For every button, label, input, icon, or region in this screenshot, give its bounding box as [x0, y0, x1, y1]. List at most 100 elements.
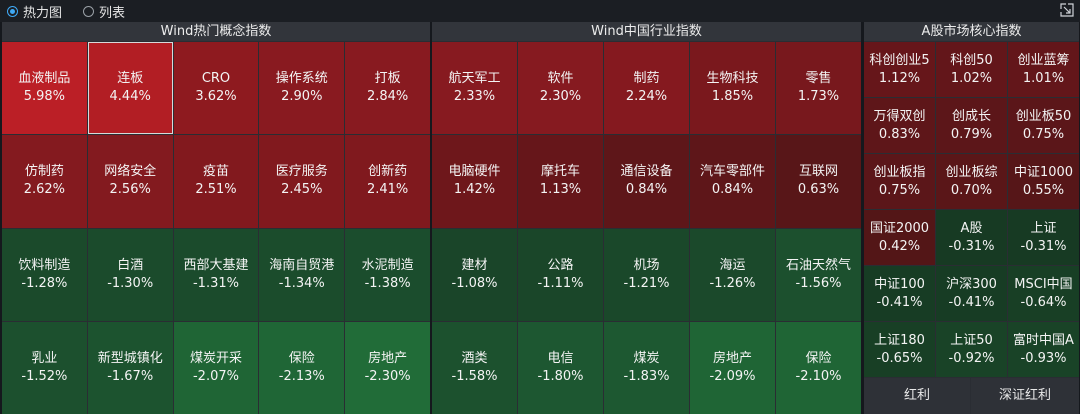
tile-name: 航天军工: [448, 71, 501, 87]
tile-change: -2.13%: [278, 368, 325, 384]
heatmap-tile[interactable]: 仿制药 2.62%: [2, 135, 87, 228]
panel-title: Wind中国行业指数: [432, 22, 861, 42]
tile-name: 保险: [805, 350, 832, 366]
heatmap-tile[interactable]: 创业板指 0.75%: [864, 154, 935, 209]
heatmap-tile[interactable]: 网络安全 2.56%: [87, 135, 173, 228]
heatmap-tile[interactable]: 互联网 0.63%: [776, 135, 861, 228]
heatmap-tile[interactable]: 富时中国A -0.93%: [1008, 322, 1079, 377]
tile-change: 0.75%: [878, 182, 921, 198]
heatmap-tile[interactable]: 红利: [864, 378, 970, 414]
heatmap-tile[interactable]: 房地产 -2.30%: [345, 321, 430, 414]
heatmap-tile[interactable]: 酒类 -1.58%: [432, 321, 517, 414]
heatmap-tile[interactable]: 操作系统 2.90%: [259, 42, 345, 135]
tile-name: 生物科技: [706, 71, 759, 87]
tile-change: -0.92%: [948, 350, 995, 366]
tile-name: 沪深300: [946, 276, 997, 292]
tile-change: -1.83%: [623, 368, 670, 384]
heatmap-tile[interactable]: 电信 -1.80%: [518, 321, 603, 414]
tile-name: 软件: [547, 71, 574, 87]
tile-change: 2.41%: [366, 182, 409, 198]
tile-name: 万得双创: [873, 108, 926, 124]
heatmap-tile[interactable]: 上证180 -0.65%: [864, 322, 935, 377]
heatmap-radio[interactable]: [7, 5, 18, 17]
tile-change: 3.62%: [195, 89, 237, 105]
tile-name: 富时中国A: [1013, 332, 1074, 348]
heatmap-tile[interactable]: 上证50 -0.92%: [936, 322, 1007, 377]
heatmap-tile[interactable]: 电脑硬件 1.42%: [432, 135, 517, 228]
heatmap-tile[interactable]: 新型城镇化 -1.67%: [87, 321, 173, 414]
tile-change: 4.44%: [109, 89, 151, 105]
heatmap-view-option[interactable]: 热力图: [7, 3, 62, 21]
tile-change: -1.58%: [451, 368, 498, 384]
heatmap-tile[interactable]: 疫苗 2.51%: [173, 135, 259, 228]
list-radio[interactable]: [83, 5, 94, 17]
tile-name: 房地产: [368, 350, 408, 366]
heatmap-tile[interactable]: 软件 2.30%: [518, 42, 603, 135]
heatmap-tile[interactable]: 汽车零部件 0.84%: [690, 135, 775, 228]
heatmap-tile[interactable]: 机场 -1.21%: [604, 228, 689, 321]
heatmap-tile[interactable]: 制药 2.24%: [604, 42, 689, 135]
heatmap-tile[interactable]: 摩托车 1.13%: [518, 135, 603, 228]
heatmap-tile[interactable]: 生物科技 1.85%: [690, 42, 775, 135]
heatmap-tile[interactable]: 创业板50 0.75%: [1008, 98, 1079, 153]
heatmap-tile[interactable]: 保险 -2.13%: [259, 321, 345, 414]
heatmap-tile[interactable]: 乳业 -1.52%: [2, 321, 87, 414]
heatmap-tile[interactable]: 深证红利: [971, 378, 1079, 414]
tile-change: -1.26%: [709, 275, 756, 291]
heatmap-tile[interactable]: 上证 -0.31%: [1008, 210, 1079, 265]
heatmap-tile[interactable]: 煤炭 -1.83%: [604, 321, 689, 414]
tile-change: -2.30%: [364, 368, 411, 384]
heatmap-tile[interactable]: 饮料制造 -1.28%: [2, 228, 87, 321]
tile-change: 0.79%: [950, 126, 993, 142]
heatmap-tile[interactable]: 西部大基建 -1.31%: [173, 228, 259, 321]
heatmap-tile[interactable]: 创业板综 0.70%: [936, 154, 1007, 209]
tile-name: 西部大基建: [183, 257, 249, 273]
tile-name: 上证: [1030, 220, 1057, 236]
heatmap-tile[interactable]: 血液制品 5.98%: [2, 42, 87, 135]
heatmap-tile[interactable]: 科创50 1.02%: [936, 42, 1007, 97]
a-share-core-index-panel: A股市场核心指数 科创创业5 1.12% 科创50 1.02% 创业蓝筹 1.01% 万得双…: [864, 22, 1079, 414]
heatmap-tile[interactable]: MSCI中国 -0.64%: [1008, 266, 1079, 321]
heatmap-tile[interactable]: 医疗服务 2.45%: [259, 135, 345, 228]
heatmap-tile[interactable]: 打板 2.84%: [345, 42, 430, 135]
heatmap-tile[interactable]: 石油天然气 -1.56%: [776, 228, 861, 321]
heatmap-tile[interactable]: 海运 -1.26%: [690, 228, 775, 321]
export-icon[interactable]: [1060, 3, 1074, 17]
tile-change: -1.38%: [364, 275, 411, 291]
tile-change: 2.51%: [195, 182, 237, 198]
tile-change: -2.09%: [709, 368, 756, 384]
heatmap-tile[interactable]: 中证100 -0.41%: [864, 266, 935, 321]
heatmap-tile[interactable]: 国证2000 0.42%: [864, 210, 935, 265]
tile-name: CRO: [201, 71, 231, 87]
tile-change: 1.01%: [1022, 70, 1065, 86]
heatmap-tile[interactable]: 创新药 2.41%: [345, 135, 430, 228]
tile-change: -1.08%: [451, 275, 498, 291]
heatmap-tile[interactable]: 沪深300 -0.41%: [936, 266, 1007, 321]
heatmap-tile[interactable]: 通信设备 0.84%: [604, 135, 689, 228]
heatmap-tile[interactable]: 创业蓝筹 1.01%: [1008, 42, 1079, 97]
heatmap-tile[interactable]: 连板 4.44%: [87, 42, 173, 135]
heatmap-tile[interactable]: A股 -0.31%: [936, 210, 1007, 265]
heatmap-tile[interactable]: 海南自贸港 -1.34%: [259, 228, 345, 321]
tile-change: -0.31%: [948, 238, 995, 254]
heatmap-tile[interactable]: 保险 -2.10%: [776, 321, 861, 414]
heatmap-tile[interactable]: 房地产 -2.09%: [690, 321, 775, 414]
list-view-option[interactable]: 列表: [83, 3, 125, 21]
heatmap-tile[interactable]: 建材 -1.08%: [432, 228, 517, 321]
heatmap-tile[interactable]: 水泥制造 -1.38%: [345, 228, 430, 321]
heatmap-tile[interactable]: CRO 3.62%: [173, 42, 259, 135]
heatmap-tile[interactable]: 煤炭开采 -2.07%: [173, 321, 259, 414]
heatmap-tile[interactable]: 中证1000 0.55%: [1008, 154, 1079, 209]
tile-change: 2.56%: [109, 182, 151, 198]
tile-change: -1.11%: [537, 275, 584, 291]
tile-name: 互联网: [798, 164, 838, 180]
heatmap-tile[interactable]: 白酒 -1.30%: [87, 228, 173, 321]
heatmap-tile[interactable]: 科创创业5 1.12%: [864, 42, 935, 97]
tile-change: -2.10%: [795, 368, 842, 384]
heatmap-tile[interactable]: 零售 1.73%: [776, 42, 861, 135]
heatmap-tile[interactable]: 创成长 0.79%: [936, 98, 1007, 153]
tile-name: 新型城镇化: [97, 350, 163, 366]
heatmap-tile[interactable]: 公路 -1.11%: [518, 228, 603, 321]
heatmap-tile[interactable]: 航天军工 2.33%: [432, 42, 517, 135]
heatmap-tile[interactable]: 万得双创 0.83%: [864, 98, 935, 153]
